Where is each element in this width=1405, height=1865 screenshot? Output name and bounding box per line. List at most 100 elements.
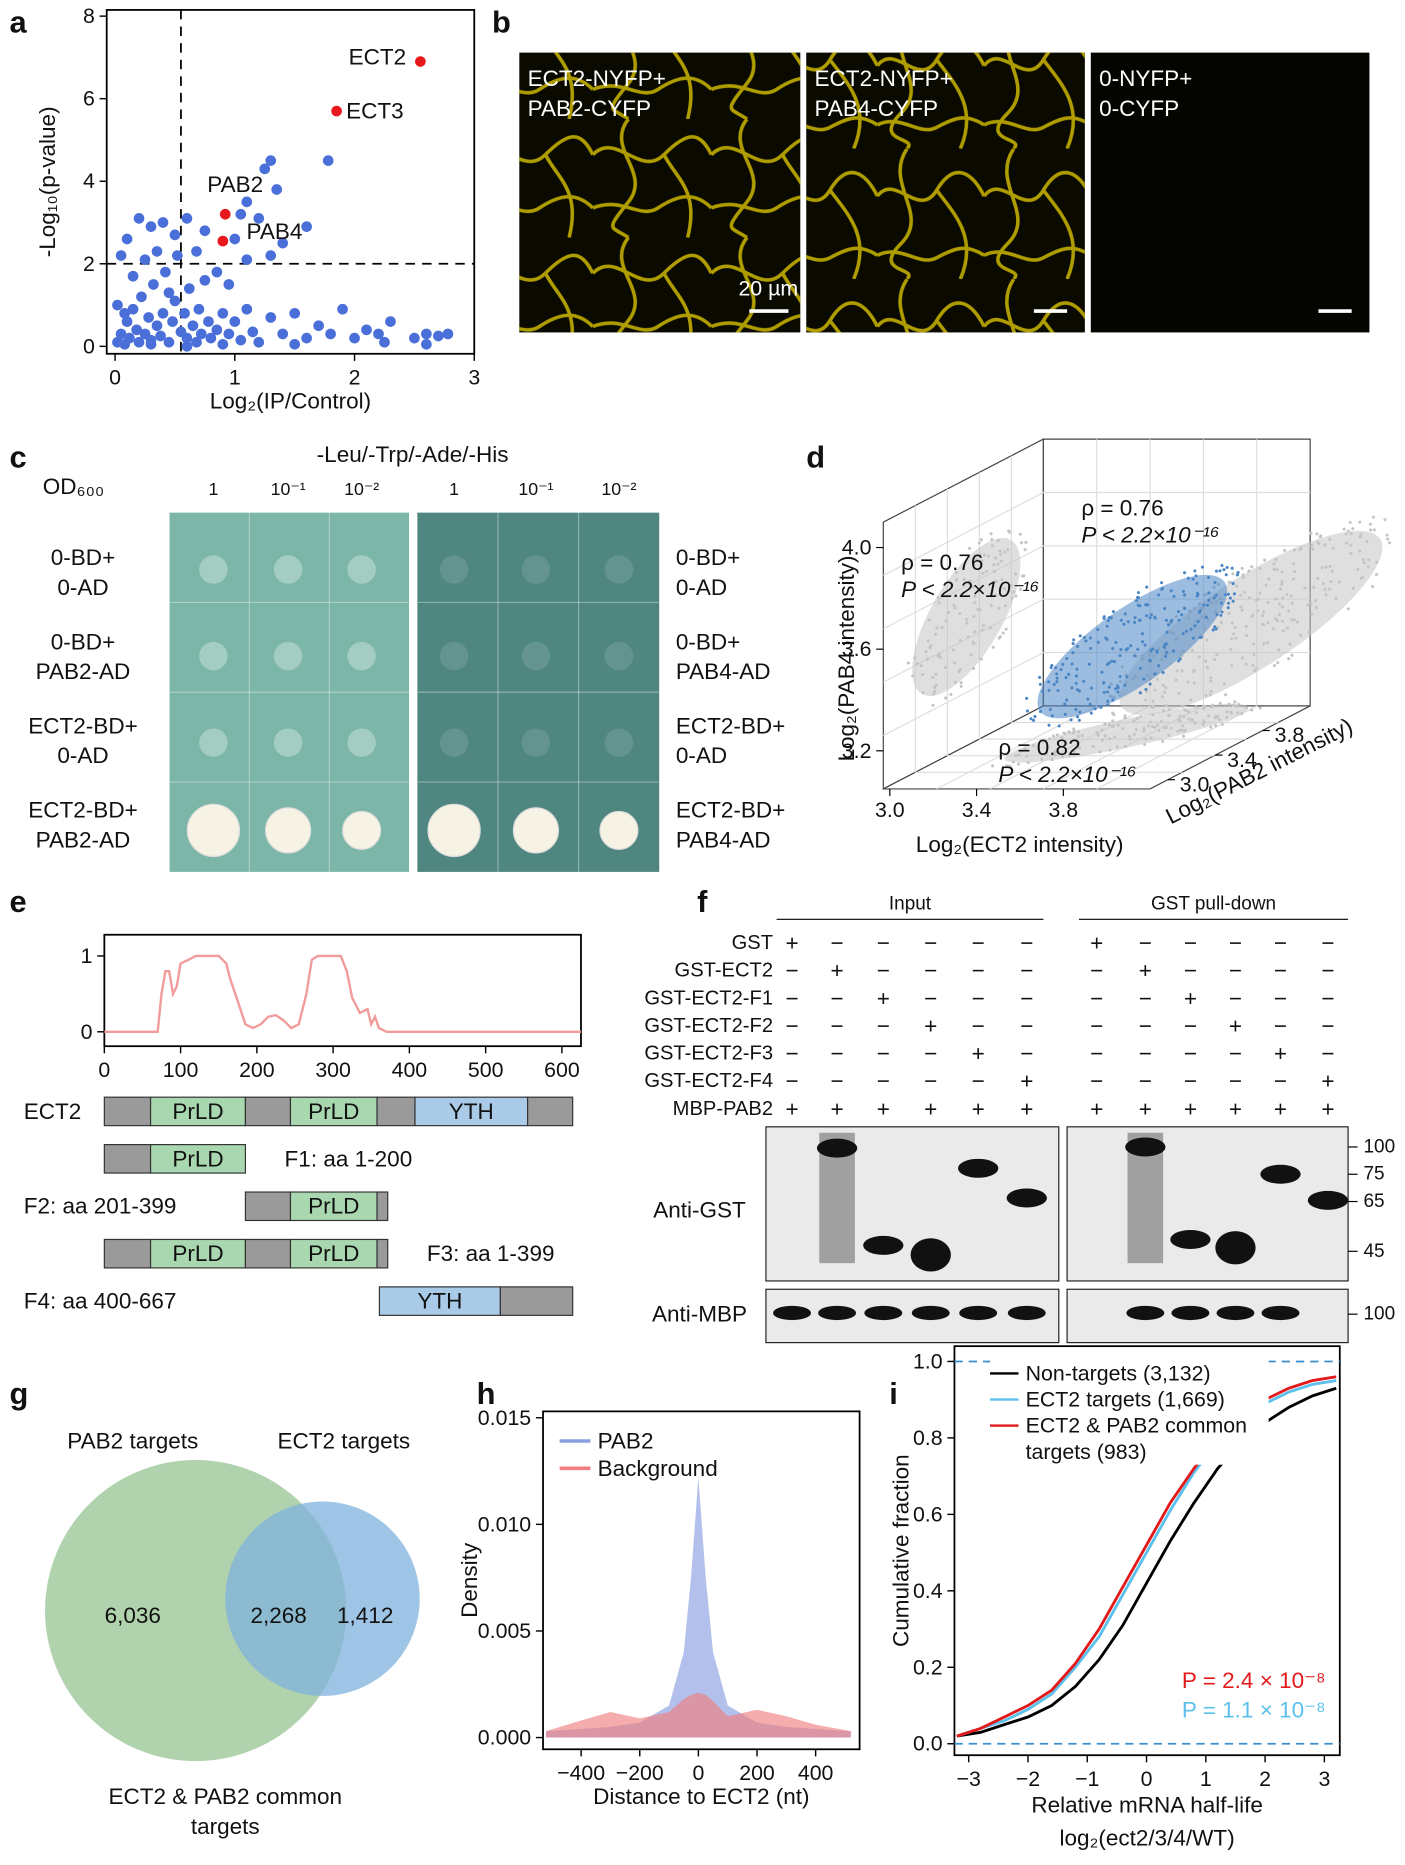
y-tick-label: 0.010 [478, 1512, 532, 1536]
dot [1107, 723, 1111, 727]
dot [972, 614, 976, 619]
dot [1280, 605, 1284, 609]
dot [947, 610, 951, 615]
dot [1071, 642, 1075, 646]
dot [982, 553, 986, 557]
dot [1003, 587, 1007, 591]
colony [521, 555, 551, 584]
panel-letter: d [806, 439, 825, 474]
dot [1209, 689, 1213, 693]
dot [1358, 520, 1362, 524]
image-label: ECT2-NYFP+ [815, 66, 953, 91]
dot [1096, 627, 1100, 632]
dot [1077, 745, 1081, 750]
dot [1003, 593, 1007, 597]
dot [1192, 681, 1196, 685]
p-value: P < 2.2×10⁻¹⁶ [1081, 523, 1219, 548]
sign: − [972, 1013, 985, 1038]
x-tick-label: 300 [315, 1058, 351, 1082]
point [229, 233, 241, 245]
point [139, 254, 151, 265]
set-label: ECT2 targets [278, 1429, 411, 1454]
dot [958, 639, 962, 643]
dot [992, 563, 996, 567]
dot [1123, 716, 1127, 720]
panel-letter: g [9, 1376, 28, 1411]
point [127, 270, 139, 282]
dot [1194, 711, 1199, 715]
dot [1287, 657, 1291, 661]
point [331, 105, 342, 117]
dot [1180, 669, 1184, 673]
dot [1374, 572, 1379, 577]
dot [1017, 762, 1021, 766]
point [409, 332, 420, 344]
x-tick-label: 1 [229, 365, 241, 389]
x-tick-label: 200 [739, 1761, 775, 1785]
band [910, 1238, 951, 1272]
sign: − [1274, 958, 1287, 983]
dot [1136, 603, 1140, 607]
dot [1116, 684, 1120, 688]
dot [1166, 623, 1170, 627]
correlation: ρ = 0.82 [998, 735, 1080, 760]
dot [1193, 624, 1197, 628]
dot [1182, 714, 1186, 719]
dot [1200, 565, 1204, 569]
image-label: 0-NYFP+ [1099, 66, 1192, 91]
dot [1113, 735, 1117, 739]
panel-letter: h [477, 1376, 496, 1411]
dot [1076, 740, 1080, 744]
dot [1351, 527, 1355, 531]
dot [1106, 703, 1110, 707]
dot [1080, 734, 1084, 738]
dot [1256, 597, 1261, 601]
sign: + [972, 1041, 985, 1066]
sign: − [1229, 958, 1242, 983]
domain [376, 1096, 416, 1127]
dot [991, 645, 995, 649]
colony [521, 728, 551, 757]
dot [1309, 531, 1313, 535]
dot [1184, 629, 1189, 633]
dot [1133, 620, 1137, 624]
dot [1224, 573, 1228, 577]
dot [1324, 565, 1328, 569]
dot [1233, 625, 1237, 630]
dot [1049, 666, 1053, 670]
dot [997, 606, 1001, 610]
point [143, 312, 154, 323]
dot [933, 689, 937, 693]
point [217, 235, 229, 247]
band [1126, 1305, 1165, 1321]
colony [521, 641, 551, 671]
dot [906, 661, 910, 665]
legend-item: ECT2 targets (1,669) [990, 1386, 1269, 1412]
dot [1328, 587, 1332, 591]
dot [1375, 560, 1379, 564]
dot [1174, 678, 1178, 682]
dot [1277, 648, 1281, 652]
dot [1160, 695, 1164, 699]
x-tick-label: −2 [1016, 1767, 1040, 1791]
dot [1254, 667, 1258, 671]
dot [1206, 714, 1211, 718]
dot [1175, 669, 1179, 673]
point [121, 233, 133, 245]
sign: − [1229, 1041, 1242, 1066]
point [219, 208, 231, 220]
dot [1240, 656, 1245, 660]
y-tick-label: 0.015 [478, 1406, 531, 1430]
dot [1038, 709, 1042, 714]
dot [1362, 561, 1366, 565]
point [223, 328, 235, 340]
dot [1100, 670, 1104, 674]
line [956, 1386, 1337, 1738]
point-cloud [1119, 530, 1383, 715]
domain-label: PrLD [172, 1099, 223, 1124]
dot [1065, 698, 1069, 702]
sign: − [1090, 1013, 1103, 1038]
colony [342, 810, 382, 850]
dot [1148, 616, 1152, 620]
dot [1078, 634, 1082, 638]
